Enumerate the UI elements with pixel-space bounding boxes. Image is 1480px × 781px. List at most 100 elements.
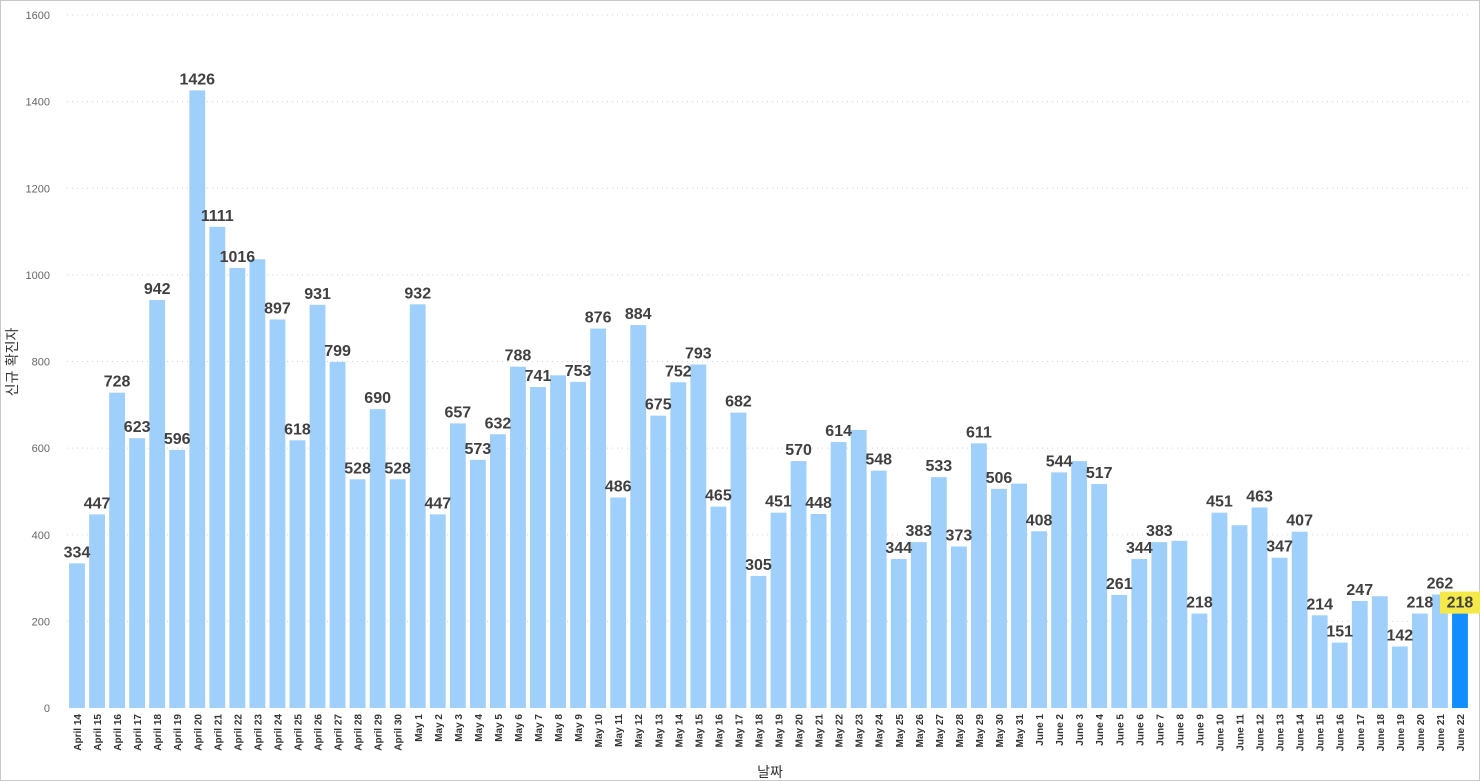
data-label: 548 (865, 452, 892, 469)
y-tick-label: 400 (32, 530, 50, 542)
bar[interactable] (750, 575, 767, 708)
bar[interactable] (109, 392, 126, 708)
bar[interactable] (169, 449, 186, 708)
x-tick-label: May 9 (574, 714, 585, 742)
bar[interactable] (810, 513, 827, 708)
bar[interactable] (1391, 646, 1408, 709)
bar[interactable] (1311, 615, 1328, 708)
bar[interactable] (189, 90, 206, 709)
bar[interactable] (1331, 642, 1348, 708)
bar[interactable] (389, 479, 406, 708)
bar[interactable] (89, 514, 105, 708)
bar[interactable] (309, 304, 326, 708)
data-label: 533 (926, 458, 953, 475)
data-label: 218 (1186, 595, 1213, 612)
data-label: 799 (324, 343, 351, 360)
bar[interactable] (469, 459, 486, 708)
data-label: 573 (465, 441, 492, 458)
bar[interactable] (650, 415, 667, 708)
bar[interactable] (1371, 596, 1388, 708)
bar[interactable] (550, 375, 566, 708)
bar[interactable] (510, 366, 526, 708)
bar[interactable] (429, 514, 446, 708)
bar[interactable] (590, 328, 607, 708)
data-label: 544 (1046, 453, 1073, 470)
x-tick-label: June 9 (1195, 714, 1206, 746)
bar[interactable] (1151, 542, 1168, 708)
x-tick-label: June 3 (1075, 714, 1086, 746)
bar[interactable] (790, 461, 807, 708)
bar[interactable] (730, 412, 747, 708)
x-tick-label: April 22 (233, 714, 244, 751)
bar[interactable] (1211, 512, 1228, 708)
bar[interactable] (1011, 483, 1027, 708)
bar[interactable] (950, 546, 967, 708)
bar[interactable] (1031, 531, 1047, 708)
bar[interactable] (610, 497, 627, 709)
bar[interactable] (570, 381, 587, 708)
bar[interactable] (890, 559, 907, 708)
y-tick-label: 1400 (26, 97, 50, 109)
bar[interactable] (1271, 557, 1288, 708)
x-tick-label: April 30 (394, 714, 405, 751)
x-tick-label: May 14 (674, 714, 685, 748)
bar[interactable] (1291, 531, 1308, 708)
bar[interactable] (930, 477, 947, 708)
bar[interactable] (1351, 601, 1368, 708)
highlight-label-background (1439, 591, 1480, 614)
data-label: 623 (124, 419, 151, 436)
bar[interactable] (1411, 613, 1428, 708)
y-tick-label: 800 (32, 357, 50, 369)
bar[interactable] (1432, 594, 1448, 708)
bar[interactable] (449, 423, 466, 708)
x-tick-label: June 1 (1035, 714, 1046, 746)
bar[interactable] (830, 442, 847, 708)
data-label: 262 (1427, 576, 1454, 593)
bar[interactable] (770, 512, 787, 708)
bar[interactable] (710, 506, 727, 708)
bar[interactable] (1131, 559, 1148, 708)
bar[interactable] (1171, 540, 1188, 708)
bar[interactable] (149, 300, 166, 708)
bar[interactable] (349, 479, 366, 708)
bar[interactable] (971, 443, 987, 708)
bar[interactable] (490, 434, 506, 708)
bar[interactable] (1091, 484, 1108, 708)
x-tick-label: June 20 (1416, 714, 1427, 752)
x-tick-label: June 16 (1336, 714, 1347, 752)
bar[interactable] (991, 488, 1007, 708)
bar[interactable] (670, 382, 687, 708)
bar[interactable] (850, 429, 867, 708)
data-label: 506 (986, 470, 1013, 487)
bar[interactable] (209, 226, 226, 709)
bar[interactable] (1051, 472, 1068, 708)
data-label: 486 (605, 479, 632, 496)
bar[interactable] (910, 542, 927, 708)
bar[interactable] (249, 259, 266, 708)
x-tick-label: May 4 (474, 714, 485, 742)
bar[interactable] (1231, 525, 1248, 708)
x-tick-label: May 25 (895, 714, 906, 748)
bar[interactable] (289, 440, 306, 708)
bar[interactable] (630, 325, 647, 708)
bar[interactable] (1071, 461, 1088, 708)
bar[interactable] (530, 387, 546, 708)
x-tick-label: April 23 (253, 714, 264, 751)
x-tick-label: May 5 (494, 714, 505, 742)
bar[interactable] (870, 470, 887, 708)
bar[interactable] (69, 563, 85, 708)
data-label: 618 (284, 421, 311, 438)
bar[interactable] (129, 438, 146, 708)
bar[interactable] (1251, 507, 1268, 708)
bar[interactable] (269, 319, 286, 708)
bar[interactable] (229, 267, 246, 708)
bar[interactable] (1452, 613, 1468, 708)
data-label: 728 (104, 374, 131, 391)
bar[interactable] (329, 361, 346, 708)
bar[interactable] (409, 304, 426, 708)
x-tick-label: May 22 (835, 714, 846, 748)
bar[interactable] (369, 409, 386, 708)
bar[interactable] (1111, 594, 1128, 708)
bar[interactable] (690, 364, 707, 708)
bar[interactable] (1191, 613, 1208, 708)
